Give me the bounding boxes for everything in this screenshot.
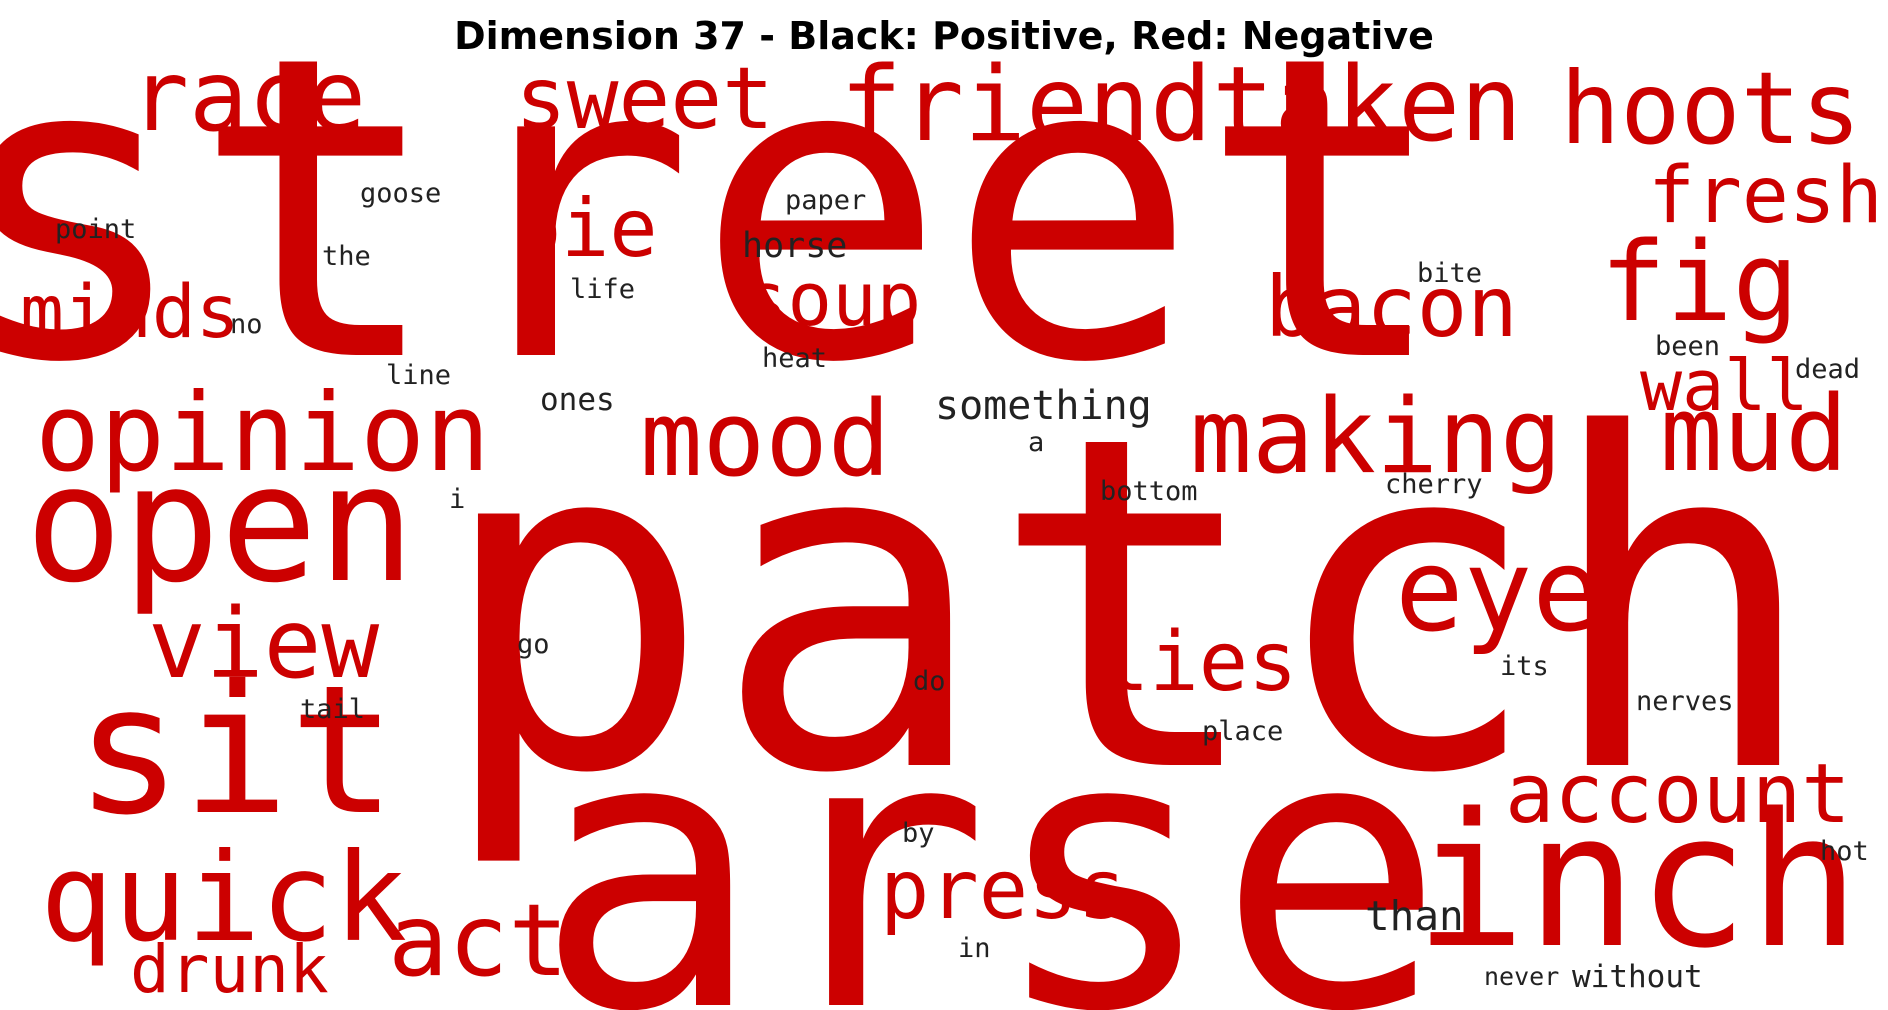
word-ones: ones xyxy=(540,382,615,418)
word-fig: fig xyxy=(1600,218,1799,346)
word-act: act xyxy=(388,882,569,999)
word-opinion: opinion xyxy=(35,371,490,496)
word-fresh: fresh xyxy=(1648,151,1883,241)
word-heat: heat xyxy=(762,343,827,374)
word-wall: wall xyxy=(1640,345,1809,427)
word-quick: quick xyxy=(40,827,407,969)
word-account: account xyxy=(1505,747,1851,842)
word-street: street xyxy=(0,0,1450,454)
word-horse: horse xyxy=(742,226,847,266)
word-something: something xyxy=(935,383,1152,429)
word-sweet: sweet xyxy=(515,49,774,149)
word-patch: patch xyxy=(435,339,1820,874)
word-hoots: hoots xyxy=(1560,50,1861,167)
word-arse: arse xyxy=(535,655,1445,1010)
word-bacon: bacon xyxy=(1265,258,1518,356)
word-tail: tail xyxy=(300,694,365,725)
word-sit: sit xyxy=(75,647,397,854)
word-goose: goose xyxy=(360,178,441,209)
word-mood: mood xyxy=(640,378,890,500)
word-view: view xyxy=(148,588,379,700)
word-bite: bite xyxy=(1417,258,1482,289)
word-lies: lies xyxy=(1100,615,1297,710)
word-without: without xyxy=(1572,959,1703,995)
word-inch: inch xyxy=(1414,773,1860,989)
word-bottom: bottom xyxy=(1100,476,1198,507)
word-nerves: nerves xyxy=(1636,686,1734,717)
word-race: race xyxy=(130,40,366,154)
word-mud: mud xyxy=(1660,373,1848,495)
word-go: go xyxy=(517,629,550,660)
word-do: do xyxy=(913,666,946,697)
word-been: been xyxy=(1655,331,1720,362)
word-line: line xyxy=(386,360,451,391)
word-by: by xyxy=(902,818,935,849)
word-soup: soup xyxy=(743,257,921,343)
word-i: i xyxy=(449,484,465,515)
word-hot: hot xyxy=(1820,836,1869,867)
word-friendtaken: friendtaken xyxy=(840,45,1522,165)
word-drunk: drunk xyxy=(130,931,329,1008)
word-open: open xyxy=(25,431,415,619)
word-pie: pie xyxy=(513,182,658,275)
word-in: in xyxy=(958,933,991,964)
word-life: life xyxy=(570,274,635,305)
word-cherry: cherry xyxy=(1385,469,1483,500)
word-minds: minds xyxy=(20,270,240,355)
word-making: making xyxy=(1190,377,1562,497)
word-paper: paper xyxy=(785,185,866,216)
word-no: no xyxy=(230,309,263,340)
figure-title: Dimension 37 - Black: Positive, Red: Neg… xyxy=(454,14,1434,58)
word-eye: eye xyxy=(1395,524,1601,657)
word-its: its xyxy=(1500,651,1549,682)
word-than: than xyxy=(1365,892,1464,940)
word-dead: dead xyxy=(1795,354,1860,385)
word-point: point xyxy=(55,214,136,245)
word-never: never xyxy=(1484,962,1559,991)
word-the: the xyxy=(322,241,371,272)
word-place: place xyxy=(1202,716,1283,747)
word-press: press xyxy=(880,843,1127,938)
word-a: a xyxy=(1028,427,1044,458)
